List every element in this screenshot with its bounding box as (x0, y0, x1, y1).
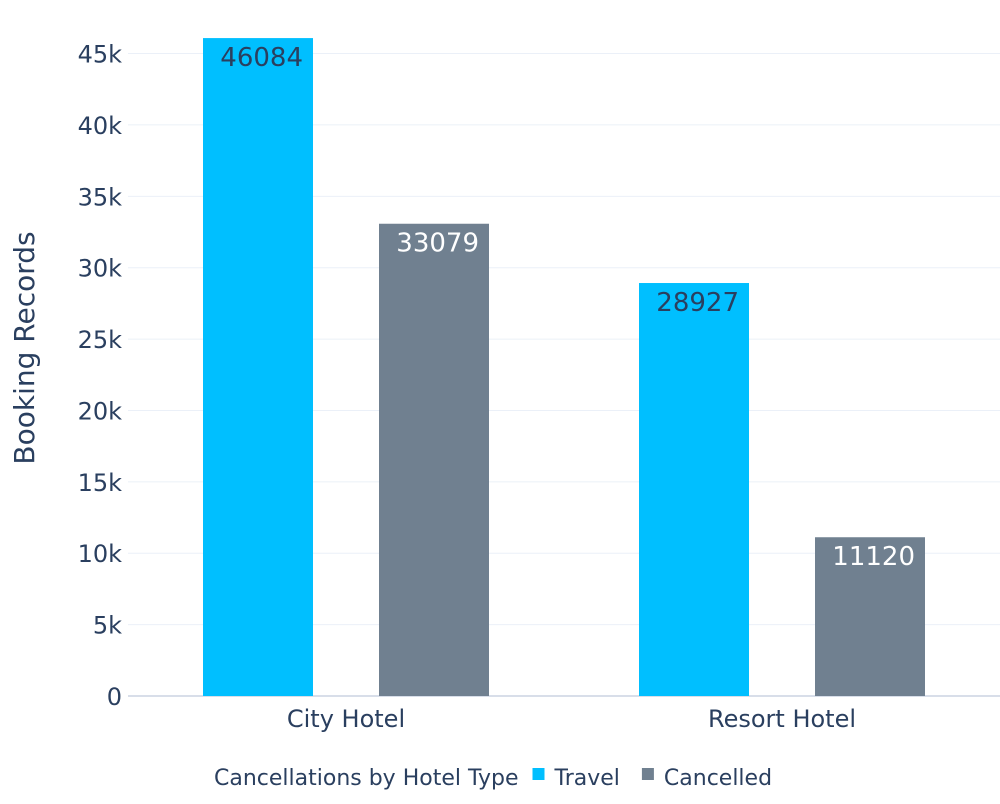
x-axis-ticks: City Hotel Resort Hotel (287, 705, 856, 733)
bar-value-labels: 46084 33079 28927 11120 (220, 43, 915, 572)
legend-item-cancelled[interactable]: Cancelled (641, 766, 772, 791)
legend-label: Cancelled (664, 766, 772, 791)
bar-travel-resort-hotel[interactable] (639, 283, 749, 696)
y-tick-label: 0 (107, 683, 122, 711)
legend-items[interactable]: Travel Cancelled (532, 766, 773, 791)
bar-cancelled-city-hotel[interactable] (379, 223, 489, 696)
x-tick-label: City Hotel (287, 705, 405, 733)
legend-title: Cancellations by Hotel Type (214, 766, 519, 791)
bar-value-label: 28927 (656, 288, 739, 318)
y-tick-label: 25k (78, 326, 123, 354)
bar-value-label: 46084 (220, 43, 303, 73)
y-tick-label: 15k (78, 469, 123, 497)
y-tick-label: 20k (78, 397, 123, 425)
y-tick-label: 35k (78, 183, 123, 211)
legend-swatch (532, 768, 545, 780)
x-tick-label: Resort Hotel (708, 705, 856, 733)
bar-cancelled-resort-hotel[interactable] (815, 537, 925, 696)
bar-value-label: 33079 (396, 229, 479, 259)
legend-item-travel[interactable]: Travel (532, 766, 620, 791)
y-tick-label: 5k (93, 612, 122, 640)
y-tick-label: 10k (78, 540, 123, 568)
legend[interactable]: Cancellations by Hotel Type Travel Cancel… (214, 766, 772, 791)
bars (203, 38, 925, 696)
y-axis-ticks: 0 5k 10k 15k 20k 25k 30k 35k 40k 45k (78, 41, 123, 711)
y-tick-label: 40k (78, 112, 123, 140)
legend-swatch (641, 768, 654, 780)
legend-label: Travel (554, 766, 620, 791)
y-tick-label: 45k (78, 41, 123, 69)
bar-value-label: 11120 (832, 542, 915, 572)
y-axis-title: Booking Records (8, 231, 41, 464)
bar-travel-city-hotel[interactable] (203, 38, 313, 696)
y-tick-label: 30k (78, 255, 123, 283)
